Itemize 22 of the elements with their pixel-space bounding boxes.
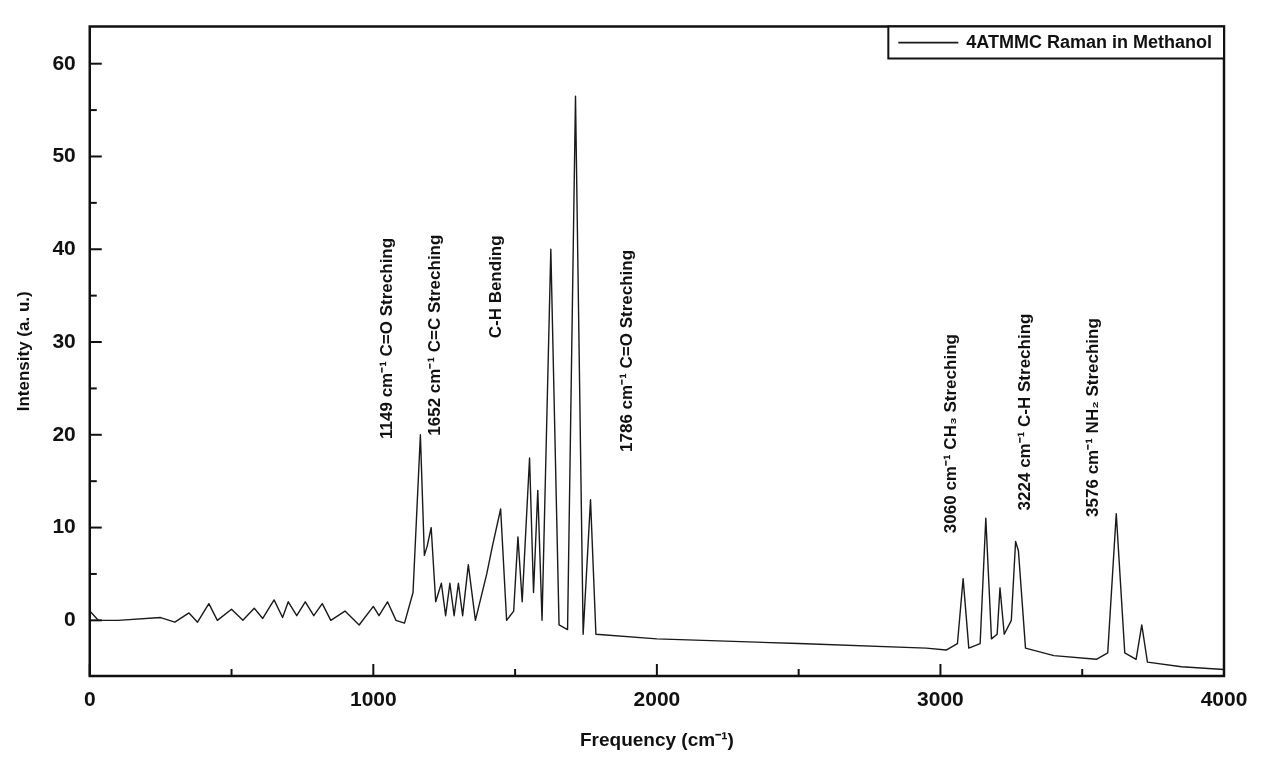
x-tick-label: 1000 bbox=[349, 687, 397, 711]
y-tick-label: 0 bbox=[64, 607, 76, 631]
annotation: 1149 cm⁻¹ C=O Streching bbox=[376, 237, 396, 439]
y-tick-label: 20 bbox=[52, 421, 76, 445]
annotation: 3224 cm⁻¹ C-H Streching bbox=[1015, 313, 1035, 511]
annotation: 1652 cm⁻¹ C=C Streching bbox=[425, 234, 445, 436]
annotation: 3576 cm⁻¹ NH₂ Streching bbox=[1083, 318, 1103, 517]
annotation: 3060 cm⁻¹ CH₃ Streching bbox=[941, 334, 961, 534]
annotation: 1786 cm⁻¹ C=O Streching bbox=[617, 249, 637, 452]
y-axis-title: Intensity (a. u.) bbox=[13, 291, 33, 412]
x-axis-title: Frequency (cm⁻¹) bbox=[579, 728, 734, 750]
y-tick-label: 60 bbox=[52, 50, 76, 74]
annotation: C-H Bending bbox=[485, 235, 505, 339]
y-tick-label: 10 bbox=[52, 514, 76, 538]
y-tick-label: 50 bbox=[52, 143, 76, 167]
y-tick-label: 30 bbox=[52, 328, 76, 352]
x-tick-label: 4000 bbox=[1200, 687, 1248, 711]
x-tick-label: 3000 bbox=[917, 687, 964, 711]
y-tick-label: 40 bbox=[52, 236, 76, 260]
legend-label: 4ATMMC Raman in Methanol bbox=[966, 31, 1212, 52]
x-tick-label: 2000 bbox=[633, 687, 681, 711]
x-tick-label: 0 bbox=[83, 687, 96, 711]
